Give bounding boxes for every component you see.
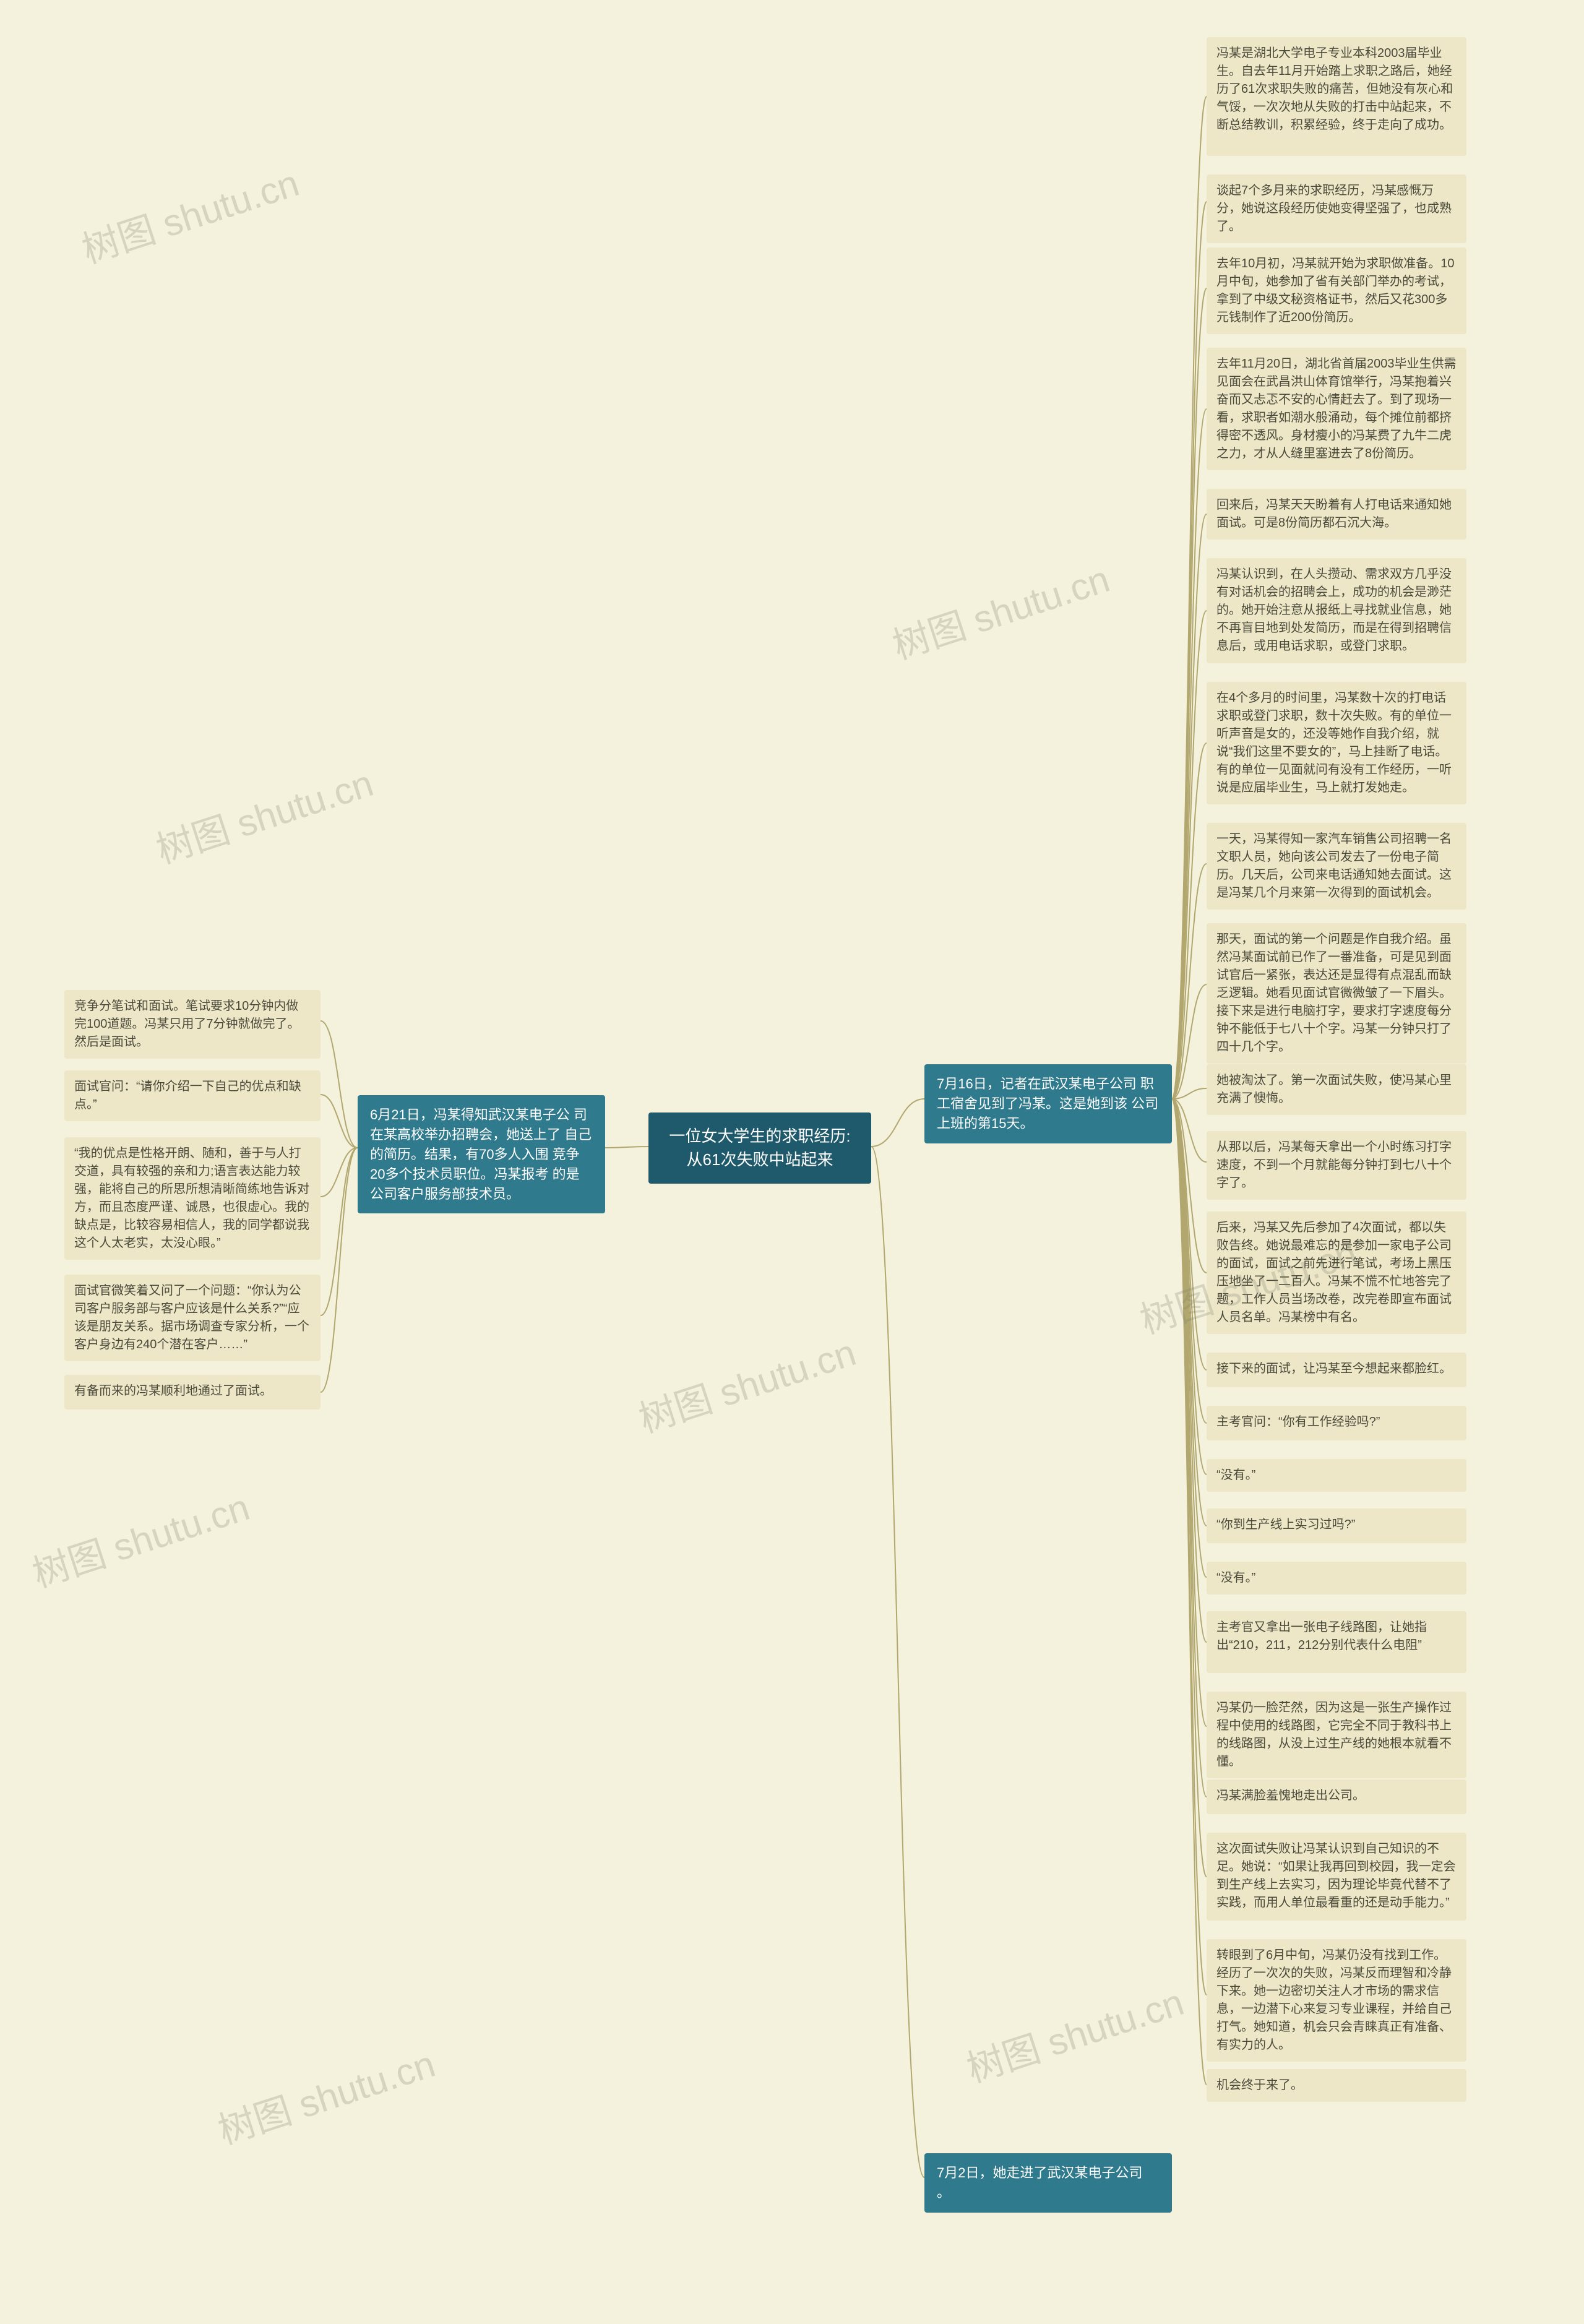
leaf-node: 主考官问：“你有工作经验吗?” <box>1207 1406 1466 1440</box>
leaf-node: 她被淘汰了。第一次面试失败，使冯某心里充满了懊悔。 <box>1207 1064 1466 1115</box>
leaf-node: 谈起7个多月来的求职经历，冯某感慨万分，她说这段经历使她变得坚强了，也成熟了。 <box>1207 174 1466 243</box>
branch-node: 6月21日，冯某得知武汉某电子公 司在某高校举办招聘会，她送上了 自己的简历。结… <box>358 1095 605 1213</box>
leaf-node: 在4个多月的时间里，冯某数十次的打电话求职或登门求职，数十次失败。有的单位一听声… <box>1207 682 1466 804</box>
leaf-node: “没有。” <box>1207 1459 1466 1492</box>
leaf-node: 回来后，冯某天天盼着有人打电话来通知她面试。可是8份简历都石沉大海。 <box>1207 489 1466 540</box>
leaf-node: 面试官问：“请你介绍一下自己的优点和缺点。” <box>64 1070 321 1121</box>
leaf-node: 冯某认识到，在人头攒动、需求双方几乎没有对话机会的招聘会上，成功的机会是渺茫的。… <box>1207 558 1466 663</box>
leaf-node: 一天，冯某得知一家汽车销售公司招聘一名文职人员，她向该公司发去了一份电子简历。几… <box>1207 823 1466 910</box>
leaf-node: 转眼到了6月中旬，冯某仍没有找到工作。经历了一次次的失败，冯某反而理智和冷静下来… <box>1207 1939 1466 2062</box>
leaf-node: 那天，面试的第一个问题是作自我介绍。虽然冯某面试前已作了一番准备，可是见到面试官… <box>1207 923 1466 1064</box>
leaf-node: 去年10月初，冯某就开始为求职做准备。10月中旬，她参加了省有关部门举办的考试，… <box>1207 247 1466 334</box>
leaf-node: 冯某满脸羞愧地走出公司。 <box>1207 1780 1466 1814</box>
leaf-node: 竞争分笔试和面试。笔试要求10分钟内做完100道题。冯某只用了7分钟就做完了。然… <box>64 990 321 1059</box>
leaf-node: “没有。” <box>1207 1562 1466 1595</box>
root-node: 一位女大学生的求职经历: 从61次失败中站起来 <box>648 1113 871 1184</box>
leaf-node: 冯某仍一脸茫然，因为这是一张生产操作过程中使用的线路图，它完全不同于教科书上的线… <box>1207 1692 1466 1778</box>
leaf-node: 从那以后，冯某每天拿出一个小时练习打字速度，不到一个月就能每分钟打到七八十个字了… <box>1207 1131 1466 1200</box>
leaf-node: 这次面试失败让冯某认识到自己知识的不足。她说：“如果让我再回到校园，我一定会到生… <box>1207 1833 1466 1921</box>
leaf-node: 机会终于来了。 <box>1207 2069 1466 2102</box>
leaf-node: “我的优点是性格开朗、随和，善于与人打交道，具有较强的亲和力;语言表达能力较强，… <box>64 1137 321 1260</box>
leaf-node: 冯某是湖北大学电子专业本科2003届毕业生。自去年11月开始踏上求职之路后，她经… <box>1207 37 1466 156</box>
branch-node: 7月16日，记者在武汉某电子公司 职工宿舍见到了冯某。这是她到该 公司上班的第1… <box>924 1064 1172 1143</box>
branch-node: 7月2日，她走进了武汉某电子公司 。 <box>924 2153 1172 2213</box>
leaf-node: 后来，冯某又先后参加了4次面试，都以失败告终。她说最难忘的是参加一家电子公司的面… <box>1207 1211 1466 1334</box>
leaf-node: 面试官微笑着又问了一个问题：“你认为公司客户服务部与客户应该是什么关系?”“应该… <box>64 1275 321 1361</box>
leaf-node: 接下来的面试，让冯某至今想起来都脸红。 <box>1207 1353 1466 1387</box>
leaf-node: 有备而来的冯某顺利地通过了面试。 <box>64 1375 321 1409</box>
leaf-node: 主考官又拿出一张电子线路图，让她指出“210，211，212分别代表什么电阻” <box>1207 1611 1466 1673</box>
leaf-node: 去年11月20日，湖北省首届2003毕业生供需见面会在武昌洪山体育馆举行，冯某抱… <box>1207 348 1466 470</box>
leaf-node: “你到生产线上实习过吗?” <box>1207 1508 1466 1543</box>
